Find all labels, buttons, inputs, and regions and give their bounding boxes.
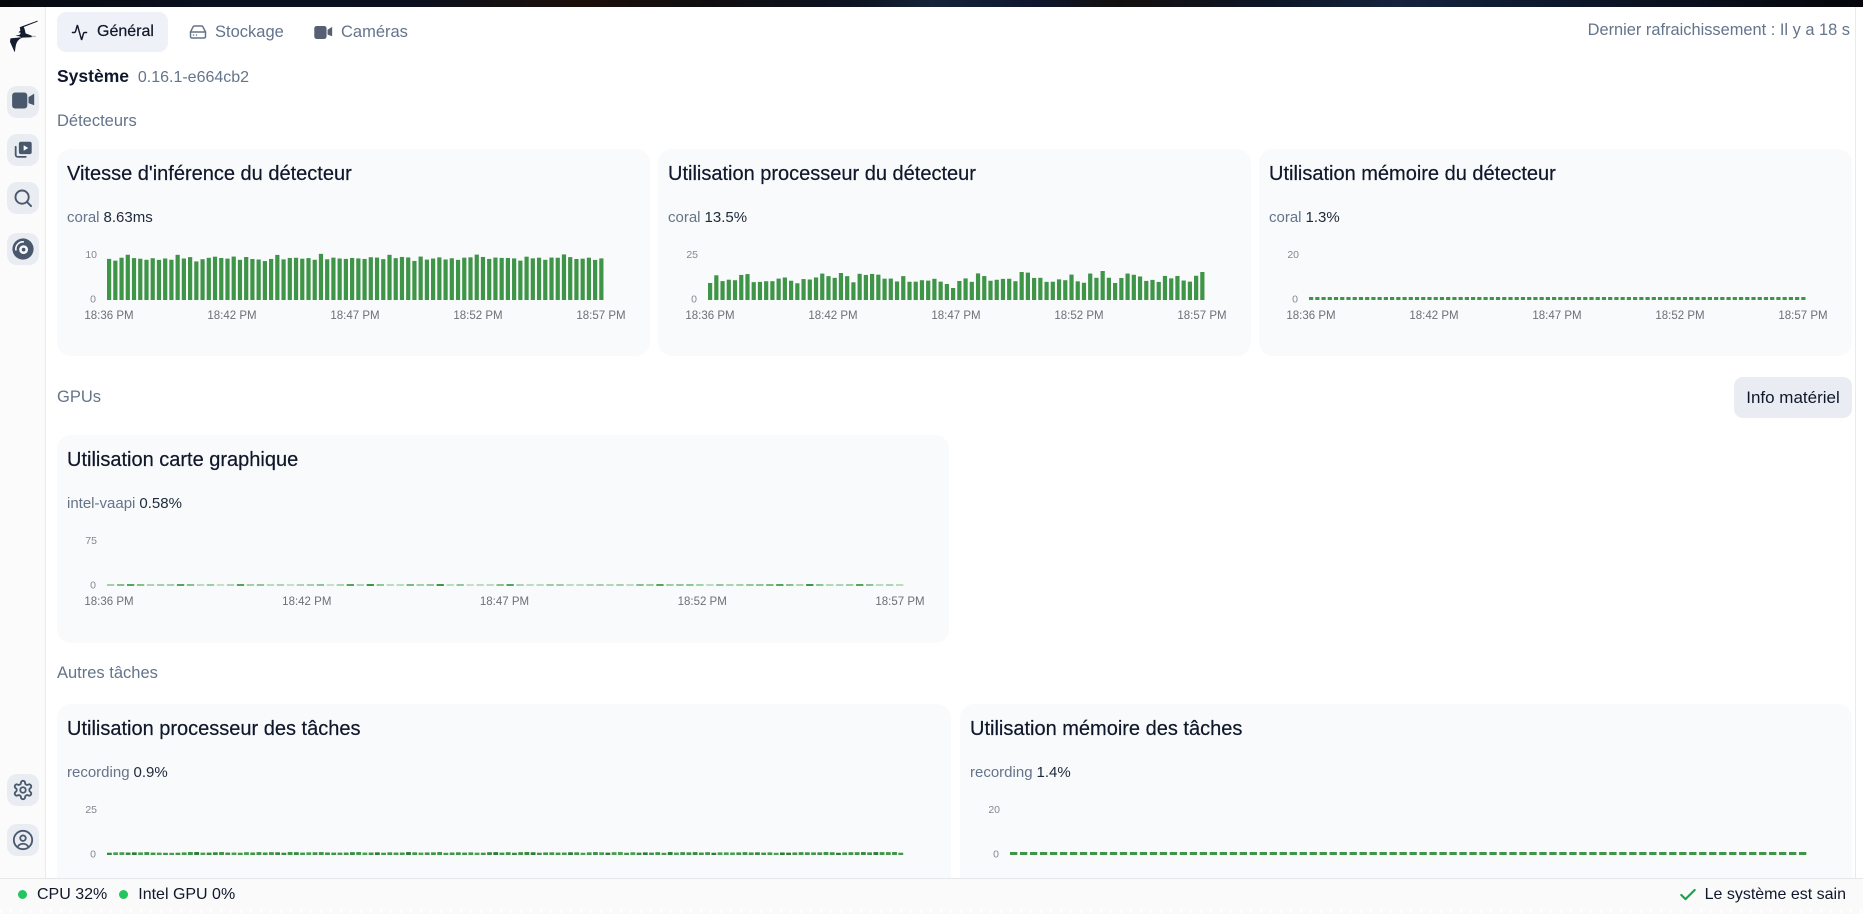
- svg-text:18:42 PM: 18:42 PM: [1409, 310, 1458, 322]
- svg-text:10: 10: [85, 249, 97, 261]
- svg-text:0: 0: [1292, 294, 1298, 306]
- svg-text:25: 25: [85, 804, 97, 816]
- svg-text:18:57 PM: 18:57 PM: [1778, 310, 1827, 322]
- svg-text:18:42 PM: 18:42 PM: [808, 310, 857, 322]
- svg-text:18:47 PM: 18:47 PM: [931, 310, 980, 322]
- svg-text:0: 0: [691, 294, 697, 306]
- svg-text:18:47 PM: 18:47 PM: [1532, 310, 1581, 322]
- svg-text:18:36 PM: 18:36 PM: [84, 310, 133, 322]
- svg-text:18:52 PM: 18:52 PM: [1054, 310, 1103, 322]
- svg-text:20: 20: [1287, 249, 1299, 261]
- svg-text:18:52 PM: 18:52 PM: [453, 310, 502, 322]
- svg-text:75: 75: [85, 535, 97, 547]
- svg-text:0: 0: [90, 580, 96, 592]
- svg-text:0: 0: [993, 849, 999, 861]
- svg-text:20: 20: [988, 804, 1000, 816]
- svg-text:0: 0: [90, 294, 96, 306]
- svg-text:18:47 PM: 18:47 PM: [330, 310, 379, 322]
- svg-text:18:52 PM: 18:52 PM: [1655, 310, 1704, 322]
- svg-text:18:36 PM: 18:36 PM: [685, 310, 734, 322]
- svg-text:18:57 PM: 18:57 PM: [1177, 310, 1226, 322]
- svg-text:18:57 PM: 18:57 PM: [875, 596, 924, 608]
- svg-text:18:57 PM: 18:57 PM: [576, 310, 625, 322]
- svg-text:18:47 PM: 18:47 PM: [480, 596, 529, 608]
- svg-text:18:36 PM: 18:36 PM: [84, 596, 133, 608]
- svg-text:18:36 PM: 18:36 PM: [1286, 310, 1335, 322]
- svg-text:18:42 PM: 18:42 PM: [282, 596, 331, 608]
- svg-text:18:52 PM: 18:52 PM: [678, 596, 727, 608]
- svg-text:18:42 PM: 18:42 PM: [207, 310, 256, 322]
- svg-text:25: 25: [686, 249, 698, 261]
- svg-text:0: 0: [90, 849, 96, 861]
